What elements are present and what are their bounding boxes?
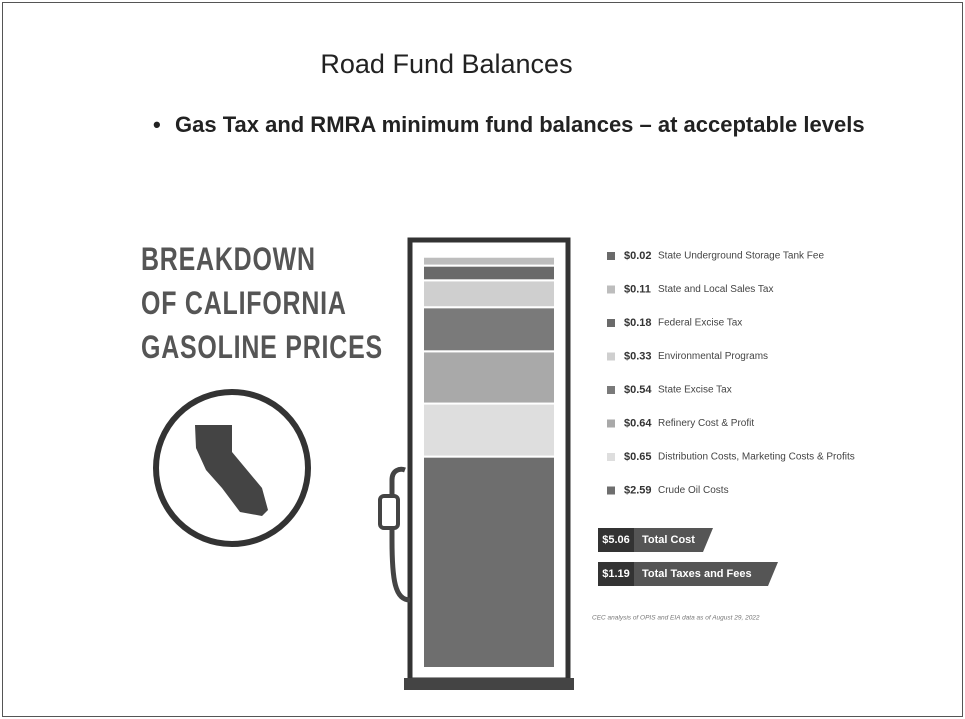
legend-swatch xyxy=(607,352,615,361)
total-banner xyxy=(598,562,778,586)
bullet: Gas Tax and RMRA minimum fund balances –… xyxy=(153,111,935,138)
chart-title: OF CALIFORNIA xyxy=(141,285,347,321)
legend-label: State Excise Tax xyxy=(658,385,732,396)
legend-label: Refinery Cost & Profit xyxy=(658,418,754,429)
chart-title: GASOLINE PRICES xyxy=(141,329,383,365)
total-value: $5.06 xyxy=(602,534,630,546)
pump-segment xyxy=(422,255,556,267)
pump-segment xyxy=(422,306,556,353)
legend-value: $0.18 xyxy=(624,317,652,329)
legend-label: State Underground Storage Tank Fee xyxy=(658,251,824,262)
pump-segment xyxy=(422,350,556,405)
legend-label: State and Local Sales Tax xyxy=(658,284,773,295)
slide-title: Road Fund Balances xyxy=(320,49,573,79)
state-badge xyxy=(153,389,311,547)
legend-value: $0.02 xyxy=(624,250,652,262)
legend-swatch xyxy=(607,419,615,428)
pump-hose xyxy=(389,466,411,603)
legend-value: $0.33 xyxy=(624,350,652,362)
legend-label: Distribution Costs, Marketing Costs & Pr… xyxy=(658,452,855,463)
pump-base xyxy=(404,678,574,690)
total-value-box xyxy=(598,562,634,586)
legend-swatch xyxy=(607,252,615,260)
legend-swatch xyxy=(607,285,615,294)
legend-value: $2.59 xyxy=(624,484,652,496)
pump-segment xyxy=(422,402,556,458)
pump-nozzle xyxy=(378,494,400,530)
total-label: Total Cost xyxy=(642,534,695,546)
source-note: CEC analysis of OPIS and EIA data as of … xyxy=(592,615,760,622)
pump-segment xyxy=(422,279,556,309)
legend-swatch xyxy=(607,319,615,327)
legend-label: Environmental Programs xyxy=(658,351,768,362)
pump-segment xyxy=(422,455,556,669)
california-icon xyxy=(195,425,268,516)
chart-title: BREAKDOWN xyxy=(141,241,316,277)
total-label: Total Taxes and Fees xyxy=(642,568,752,580)
legend-value: $0.64 xyxy=(624,417,652,429)
legend-swatch xyxy=(607,486,615,495)
legend-swatch xyxy=(607,453,615,461)
legend-value: $0.65 xyxy=(624,451,652,463)
legend-value: $0.11 xyxy=(624,283,651,295)
pump-segment xyxy=(422,264,556,282)
total-value-box xyxy=(598,528,634,552)
legend-label: Federal Excise Tax xyxy=(658,318,742,329)
pump-segment xyxy=(422,254,556,258)
legend-value: $0.54 xyxy=(624,384,652,396)
legend-label: Crude Oil Costs xyxy=(658,485,729,496)
total-value: $1.19 xyxy=(602,568,630,580)
legend-swatch xyxy=(607,386,615,394)
